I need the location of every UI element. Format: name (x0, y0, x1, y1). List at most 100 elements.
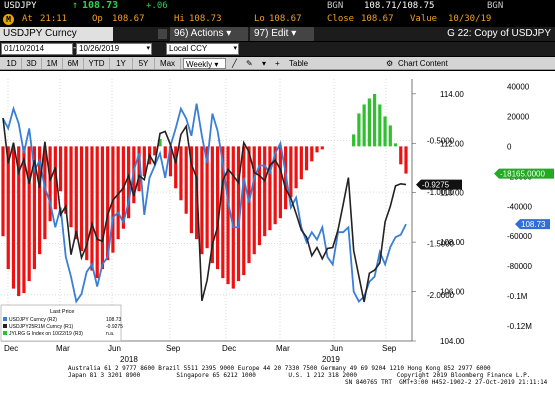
r3-bar (48, 146, 52, 222)
bgn-source-label: BGN (327, 1, 344, 11)
r3-bar (153, 146, 157, 156)
legend-series-value: n.a. (106, 331, 114, 337)
r3-bar (221, 146, 225, 279)
r3-bar (158, 138, 162, 147)
r3-bar (404, 146, 408, 174)
frequency-select[interactable]: Weekly ▾ (183, 58, 226, 69)
security-title[interactable]: USDJPY Curncy (0, 27, 113, 41)
open-label: Op (92, 14, 103, 24)
chart-content-button[interactable]: Chart Content (398, 59, 448, 68)
r3-bar (127, 146, 131, 219)
high-value: 108.73 (189, 14, 222, 24)
grid-lines (1, 79, 412, 341)
graph-title: G 22: Copy of USDJPY (447, 28, 551, 39)
at-value: 21:11 (40, 14, 68, 24)
r2-last-tag-bg (515, 219, 550, 230)
actions-menu-button[interactable]: 96) Actions ▾ (170, 27, 248, 41)
up-arrow-icon: ↑ (72, 0, 79, 11)
r3-bar (247, 146, 251, 264)
r3-bar (11, 146, 16, 289)
r3-bar (168, 146, 173, 177)
add-icon[interactable]: + (275, 59, 280, 68)
r3-bar (278, 146, 282, 219)
period-5y-button[interactable]: 5Y (133, 58, 155, 69)
start-date-field[interactable]: 01/10/2014 (1, 43, 73, 55)
r3-last-tag-bg (494, 168, 554, 179)
r3-bar (268, 146, 272, 231)
r3-last-tag: -18165.0000 (500, 170, 545, 179)
legend: Last Price USDJPY Curncy (R2) 108.73 USDJPY… (0, 304, 123, 342)
calendar-dropdown-icon[interactable]: ▾ (146, 45, 150, 52)
r3-bar (174, 146, 178, 189)
legend-series-name: USDJPY25R1M Curncy (R1) (9, 324, 74, 330)
currency-select[interactable]: Local CCY ▾ (166, 43, 239, 55)
r1-tick-label: -2.0000 (427, 291, 455, 300)
chart-svg[interactable]: -0.5000 -1.0000 -1.5000 -2.0000 114.00 112.00… (0, 71, 555, 365)
at-label: At (22, 14, 33, 24)
r3-bar (320, 146, 324, 150)
ticker-symbol[interactable]: USDJPY (4, 1, 37, 11)
end-date-field[interactable]: 10/26/2019 ▾ (76, 43, 152, 55)
edit-menu-button[interactable]: 97) Edit ▾ (250, 27, 314, 41)
dropdown-icon[interactable]: ▾ (262, 59, 267, 68)
market-status-icon: M (3, 14, 14, 25)
r3-bar (69, 146, 73, 228)
legend-series-name: USDJPY Curncy (R2) (9, 317, 57, 323)
r3-bar (1, 146, 5, 237)
r3-bar (58, 146, 63, 192)
r3-bar (357, 113, 361, 147)
r3-bar (399, 146, 403, 165)
price-tags: -0.9275 -18165.0000 108.73 (416, 168, 554, 230)
frequency-value: Weekly (186, 60, 213, 69)
r3-bar (90, 146, 94, 271)
period-3d-button[interactable]: 3D (22, 58, 42, 69)
high-label: Hi (174, 14, 185, 24)
period-1d-button[interactable]: 1D (2, 58, 22, 69)
chevron-down-icon: ▾ (233, 45, 237, 52)
period-ytd-button[interactable]: YTD (84, 58, 110, 69)
period-6m-button[interactable]: 6M (63, 58, 84, 69)
x-tick-label: Jun (330, 344, 343, 353)
open-value: 108.67 (112, 14, 145, 24)
net-change: +.06 (146, 1, 168, 11)
r3-bar (32, 146, 37, 270)
period-max-button[interactable]: Max (155, 58, 181, 69)
r1-last-tag-bg (416, 179, 462, 190)
gear-icon[interactable]: ⚙ (386, 59, 394, 68)
r3-tick-label: 20000 (507, 112, 530, 121)
r3-bar (205, 146, 209, 249)
legend-series-value: -0.9275 (106, 324, 123, 330)
r3-bar (231, 146, 235, 289)
period-1m-button[interactable]: 1M (42, 58, 63, 69)
r3-bar (257, 146, 262, 246)
r3-bar (6, 146, 10, 270)
r3-bar (200, 146, 204, 255)
legend-swatch (3, 317, 7, 321)
chart-area[interactable]: -0.5000 -1.0000 -1.5000 -2.0000 114.00 112.00… (0, 71, 555, 365)
legend-title: Last Price (50, 309, 74, 315)
r3-bar (17, 146, 21, 297)
r1-tick-label: -1.0000 (427, 188, 455, 197)
r3-bar (242, 146, 246, 276)
footer-line-2: Japan 81 3 3201 8900 Singapore 65 6212 1… (68, 372, 531, 379)
draw-tool-icon[interactable]: ✎ (246, 59, 253, 68)
r3-bar (263, 146, 267, 237)
r3-bar (79, 146, 84, 252)
scroll-caret[interactable] (158, 29, 167, 39)
x-tick-label: Dec (4, 344, 18, 353)
period-1y-button[interactable]: 1Y (110, 58, 133, 69)
r3-bar (236, 146, 241, 282)
r3-bar (352, 134, 356, 147)
end-date-value: 10/26/2019 (79, 44, 120, 53)
value-date: 10/30/19 (448, 14, 492, 24)
r2-tick-label: 104.00 (440, 337, 465, 346)
x-tick-label: Dec (222, 344, 236, 353)
footer: Australia 61 2 9777 8600 Brazil 5511 239… (0, 364, 555, 400)
r3-bar (189, 146, 194, 234)
line-tool-icon[interactable]: ╱ (232, 59, 237, 68)
r3-bar (74, 146, 78, 240)
table-button[interactable]: Table (289, 59, 309, 68)
close-label: Close (327, 14, 355, 24)
quote-header: USDJPY ↑ 108.73 +.06 BGN 108.71/108.75 B… (0, 0, 555, 13)
r3-bar (27, 146, 31, 282)
